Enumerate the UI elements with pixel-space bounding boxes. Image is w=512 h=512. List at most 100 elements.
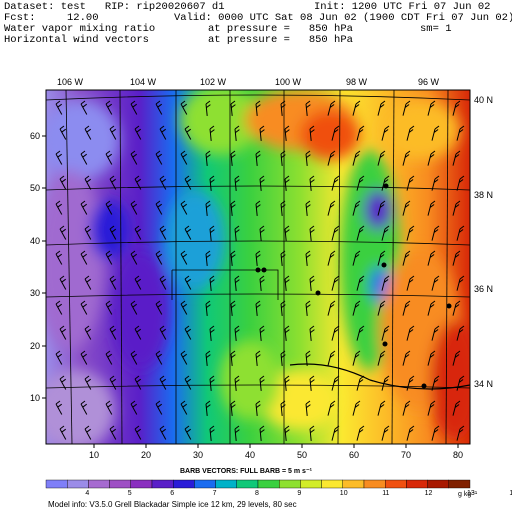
wind-barb [230,350,236,366]
wind-barb [255,150,261,166]
wind-barb [184,275,192,290]
wind-barb [59,275,67,290]
wind-barb [205,200,211,216]
wind-barb [84,325,92,340]
wind-barb [452,300,461,316]
wind-barb [109,425,117,440]
wind-barb [309,125,315,141]
wind-barb [452,200,461,216]
grid-x-label-60: 60 [349,450,360,460]
wind-barb [59,425,67,440]
wind-barb [184,425,192,440]
wind-barb [352,350,361,366]
wind-barb [109,275,117,290]
wind-barb [305,400,311,416]
wind-barb [159,275,167,290]
wind-barb [431,225,440,241]
wind-barb [456,225,465,241]
wind-barb [105,300,113,315]
wind-barb [356,325,365,341]
wind-barb [80,100,88,115]
wind-barb [205,150,211,166]
wind-barb [456,175,465,191]
wind-barb [84,125,92,140]
wind-barb [84,375,92,390]
wind-barb [55,350,63,365]
wind-barb [180,350,188,365]
wind-barb [402,150,411,166]
colorbar-cell [130,479,153,489]
wind-barb [431,325,440,341]
wind-barb [427,200,436,216]
grid-x-label-30: 30 [193,450,204,460]
colorbar-cell [363,479,386,489]
wind-barb [180,400,188,415]
wind-barb [130,100,138,115]
wind-barb [134,125,142,140]
wind-barb [230,150,236,166]
wind-barb [259,425,265,441]
wind-barb [284,175,290,191]
wind-barb [356,225,365,241]
wind-barb [327,350,336,366]
wind-barb [180,200,188,215]
wind-barb [80,400,88,415]
wind-barb [234,325,240,341]
wind-barb [305,300,311,316]
wind-barb [456,125,465,141]
wind-barb [205,350,211,366]
wind-barb [356,125,365,141]
wind-barb [406,225,415,241]
wind-barb [59,325,67,340]
wind-barb [284,325,290,341]
wind-barb [230,250,236,266]
wind-barb [59,225,67,240]
wind-barb [305,200,311,216]
wind-barb [159,225,167,240]
field2-name: Horizontal wind vectors [4,34,149,46]
wind-barb [130,400,138,415]
model-info-line: Model info: V3.5.0 Grell Blackadar Simpl… [48,500,297,509]
wind-barb [331,275,340,291]
wind-barb [84,275,92,290]
wind-barb [109,375,117,390]
wind-barb [381,225,390,241]
lat-label-40n: 40 N [474,95,494,105]
lat-label-38n: 38 N [474,190,494,200]
wind-barb [452,250,461,266]
wind-barb [134,275,142,290]
colorbar-tick-label: 4 [85,490,90,497]
colorbar-cell [300,479,322,489]
grid-y-label-40: 40 [30,236,41,246]
wind-barb [402,300,411,316]
wind-barb [352,200,361,216]
wind-barb [377,200,386,216]
field1-smoothing: sm= 1 [420,23,452,35]
colorbar-cell [448,479,471,489]
grid-x-label-20: 20 [141,450,152,460]
wind-barb [427,100,436,116]
wind-barb [309,175,315,191]
grid-x-label-40: 40 [245,450,256,460]
wind-barb [431,275,440,291]
wind-barb [309,325,315,341]
wind-barb [134,175,142,190]
colorbar-cell [257,479,280,489]
lon-label-104w: 104 W [130,77,157,87]
colorbar-tick-label: 8 [255,490,259,497]
wind-barb [255,200,261,216]
wind-barb [80,200,88,215]
wind-barb [209,325,215,341]
wind-barb [377,300,386,316]
wind-barb [255,350,261,366]
wind-barb [55,100,63,115]
wind-barb [356,425,365,441]
wind-barb [184,125,192,140]
wind-barb [109,325,117,340]
wind-barb [284,125,290,141]
wind-barb [259,325,265,341]
dataset-line: Dataset: test RIP: rip20020607 d1 [4,1,225,13]
wind-barb [381,425,390,441]
wind-barb [134,425,142,440]
colorbar-cell [215,479,238,489]
